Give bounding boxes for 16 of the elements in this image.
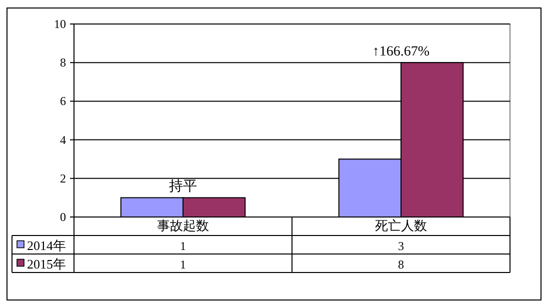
y-tick-label: 8	[60, 56, 66, 70]
annotation: ↑166.67%	[372, 44, 430, 60]
data-label: 1	[180, 257, 186, 272]
y-tick-label: 2	[60, 171, 66, 186]
legend-label: 2015年	[27, 256, 66, 272]
data-label: 3	[398, 238, 404, 253]
data-label: 1	[180, 238, 186, 253]
y-tick-label: 10	[54, 17, 66, 31]
data-label: 8	[398, 257, 404, 272]
y-tick-label: 6	[60, 94, 66, 108]
x-tick-label: 死亡人数	[375, 218, 427, 233]
legend-label: 2014年	[27, 238, 66, 253]
y-tick-label: 0	[60, 210, 66, 224]
y-tick-label: 4	[60, 132, 66, 147]
x-tick-label: 事故起数	[157, 218, 209, 233]
annotation: 持平	[169, 178, 197, 195]
